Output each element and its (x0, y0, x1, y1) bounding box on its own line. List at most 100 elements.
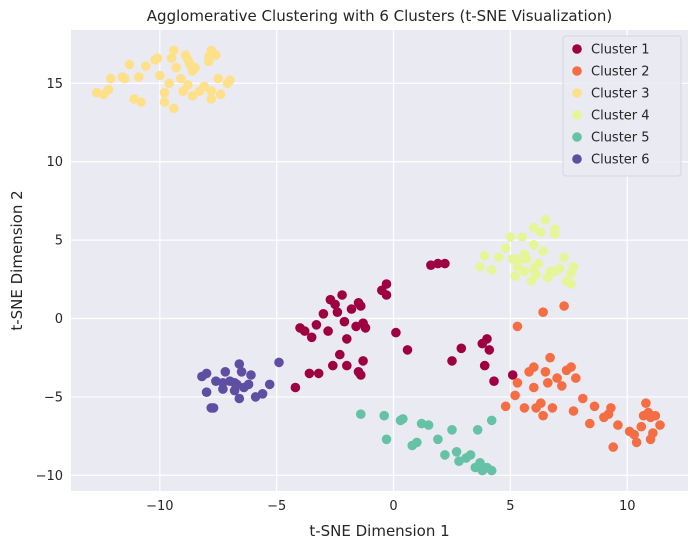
point-cluster-3 (187, 91, 198, 101)
point-cluster-3 (190, 62, 200, 73)
point-cluster-1 (328, 360, 338, 371)
point-cluster-6 (201, 387, 212, 398)
y-axis-ticks: −10 −5 0 5 10 15 (36, 77, 63, 484)
point-cluster-3 (215, 89, 226, 100)
point-cluster-5 (398, 414, 408, 424)
point-cluster-1 (335, 349, 345, 360)
x-axis-label: t-SNE Dimension 1 (309, 522, 449, 540)
legend-marker (572, 132, 582, 142)
point-cluster-1 (391, 327, 401, 338)
point-cluster-2 (512, 321, 523, 332)
point-cluster-1 (489, 376, 499, 387)
point-cluster-5 (423, 420, 434, 430)
point-cluster-4 (512, 262, 523, 272)
point-cluster-1 (306, 332, 317, 343)
point-cluster-1 (299, 326, 310, 336)
point-cluster-2 (568, 406, 579, 416)
point-cluster-4 (568, 262, 579, 272)
x-tick-label: −10 (146, 499, 173, 514)
point-cluster-5 (412, 437, 422, 448)
point-cluster-4 (519, 249, 530, 259)
point-cluster-5 (475, 458, 485, 468)
x-tick-label: 10 (619, 499, 636, 514)
point-cluster-6 (234, 359, 245, 369)
point-cluster-2 (500, 401, 511, 412)
point-cluster-4 (507, 254, 518, 264)
point-cluster-3 (117, 72, 128, 82)
point-cluster-1 (447, 356, 457, 366)
point-cluster-4 (517, 232, 527, 242)
point-cluster-2 (641, 398, 651, 409)
point-cluster-6 (234, 393, 245, 404)
point-cluster-4 (493, 252, 504, 263)
y-tick-label: −10 (36, 469, 63, 484)
point-cluster-1 (381, 279, 392, 289)
legend-marker (572, 44, 582, 54)
point-cluster-4 (550, 224, 560, 234)
point-cluster-2 (529, 362, 539, 372)
point-cluster-1 (440, 258, 450, 269)
x-tick-label: 0 (389, 499, 397, 514)
point-cluster-2 (578, 393, 588, 404)
point-cluster-3 (171, 62, 181, 73)
legend-label: Cluster 5 (591, 131, 650, 146)
point-cluster-2 (529, 382, 539, 393)
point-cluster-4 (533, 258, 544, 269)
legend-marker (572, 88, 582, 98)
point-cluster-6 (246, 370, 256, 380)
y-tick-label: 15 (46, 77, 63, 92)
point-cluster-1 (332, 307, 343, 318)
point-cluster-3 (176, 73, 186, 84)
point-cluster-2 (538, 307, 548, 318)
point-cluster-3 (159, 97, 170, 107)
legend-marker (572, 66, 582, 76)
point-cluster-1 (433, 258, 443, 269)
point-cluster-2 (538, 410, 548, 421)
point-cluster-4 (500, 243, 511, 253)
point-cluster-5 (472, 425, 483, 435)
point-cluster-1 (290, 382, 301, 393)
y-tick-label: 5 (55, 234, 63, 249)
point-cluster-5 (440, 450, 450, 460)
point-cluster-1 (360, 323, 371, 333)
point-cluster-4 (536, 227, 546, 238)
legend-label: Cluster 6 (591, 153, 650, 168)
point-cluster-1 (346, 304, 357, 314)
point-cluster-3 (141, 61, 151, 71)
point-cluster-1 (484, 345, 495, 355)
point-cluster-3 (183, 80, 193, 90)
point-cluster-4 (479, 251, 490, 261)
point-cluster-2 (655, 420, 665, 430)
point-cluster-1 (402, 345, 413, 355)
y-tick-label: 0 (55, 312, 63, 327)
point-cluster-5 (486, 415, 497, 426)
point-cluster-1 (482, 334, 492, 344)
point-cluster-2 (512, 378, 523, 388)
point-cluster-1 (456, 343, 467, 354)
legend-marker (572, 154, 582, 164)
legend: Cluster 1 Cluster 2 Cluster 3 Cluster 4 Clus… (562, 35, 682, 177)
y-axis-label: t-SNE Dimension 2 (8, 190, 26, 330)
point-cluster-3 (136, 97, 146, 107)
point-cluster-3 (206, 86, 216, 96)
point-cluster-5 (379, 410, 390, 421)
point-cluster-1 (311, 320, 322, 330)
point-cluster-3 (105, 73, 116, 84)
point-cluster-3 (124, 59, 135, 70)
point-cluster-1 (381, 290, 392, 300)
point-cluster-2 (589, 401, 600, 412)
point-cluster-2 (566, 362, 576, 372)
point-cluster-1 (313, 368, 324, 379)
point-cluster-4 (540, 214, 551, 225)
point-cluster-6 (208, 403, 219, 413)
point-cluster-4 (486, 265, 497, 275)
y-tick-label: 10 (46, 155, 63, 170)
legend-box (562, 35, 682, 177)
point-cluster-2 (629, 429, 639, 440)
legend-label: Cluster 4 (591, 109, 650, 124)
point-cluster-6 (257, 389, 268, 399)
point-cluster-2 (608, 442, 618, 452)
point-cluster-1 (330, 299, 340, 310)
point-cluster-4 (566, 279, 576, 289)
